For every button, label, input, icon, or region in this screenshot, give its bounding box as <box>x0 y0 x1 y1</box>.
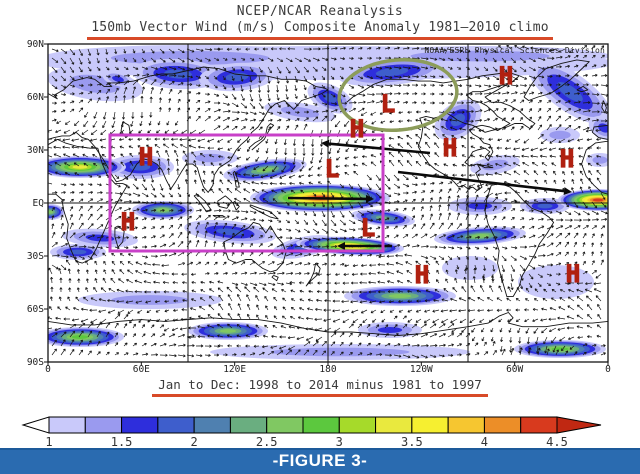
high-center-label: H <box>350 115 364 143</box>
colorbar-tick-label: 2 <box>191 435 198 449</box>
lon-tick-label: 0 <box>605 364 611 375</box>
lat-tick-label: EQ <box>32 198 44 209</box>
flow-arrow-head <box>321 139 330 148</box>
flow-arrow <box>287 196 367 201</box>
colorbar-cell <box>229 416 268 434</box>
flow-arrow <box>397 170 565 193</box>
lat-tick-label: 30S <box>26 251 44 262</box>
low-center-label: L <box>361 214 375 242</box>
low-center-label: L <box>381 90 395 118</box>
lon-tick-label: 60W <box>506 364 524 375</box>
colorbar-tick-label: 3.5 <box>401 435 423 449</box>
period-caption-text: Jan to Dec: 1998 to 2014 minus 1981 to 1… <box>152 377 488 397</box>
period-caption: Jan to Dec: 1998 to 2014 minus 1981 to 1… <box>0 377 640 397</box>
figure-banner-label: -FIGURE 3- <box>272 451 368 470</box>
colorbar-cell <box>157 416 195 434</box>
colorbar-cell <box>447 416 485 434</box>
high-center-label: H <box>499 62 513 90</box>
lon-tick-label: 120E <box>223 364 247 375</box>
colorbar-cell <box>121 416 159 434</box>
colorbar-tick-label: 1 <box>45 435 52 449</box>
colorbar-cell <box>84 416 123 434</box>
colorbar-cell <box>302 416 340 434</box>
chart-subtitle-text: 150mb Vector Wind (m/s) Composite Anomal… <box>87 20 553 40</box>
colorbar-tick-label: 3 <box>336 435 343 449</box>
noaa-credit-label: NOAA/ESRL Physical Sciences Division <box>424 46 605 55</box>
chart-title: NCEP/NCAR Reanalysis <box>236 4 404 19</box>
lon-tick-label: 0 <box>45 364 51 375</box>
lon-tick-label: 60E <box>132 364 150 375</box>
lat-tick-label: 90S <box>26 357 44 368</box>
colorbar-tick-label: 4 <box>481 435 488 449</box>
colorbar: 1 1.5 2 2.5 3 3.5 4 4.5 <box>21 416 602 449</box>
high-center-label: H <box>139 143 153 171</box>
colorbar-right-arrow <box>556 416 602 434</box>
colorbar-tick-label: 2.5 <box>256 435 278 449</box>
colorbar-cell <box>375 416 413 434</box>
lon-tick-label: 180 <box>319 364 337 375</box>
highlight-ellipse <box>337 58 459 132</box>
lat-tick-label: 90N <box>26 39 44 50</box>
flow-arrow-head <box>563 187 572 196</box>
high-center-label: H <box>566 260 580 288</box>
flow-arrow-head <box>337 242 345 250</box>
colorbar-cell <box>193 416 231 434</box>
lat-tick-label: 60S <box>26 304 44 315</box>
flow-arrow-head <box>365 194 374 203</box>
chart-subtitle: 150mb Vector Wind (m/s) Composite Anomal… <box>0 20 640 40</box>
colorbar-tick-label: 1.5 <box>111 435 133 449</box>
flow-arrow-layer <box>287 139 572 250</box>
colorbar-cell <box>520 416 558 434</box>
flow-arrow <box>328 142 431 155</box>
high-center-label: H <box>443 134 457 162</box>
high-center-label: H <box>560 145 574 173</box>
wind-vector-layer <box>48 44 608 359</box>
lat-tick-label: 30N <box>26 145 44 156</box>
colorbar-cell <box>48 416 86 434</box>
colorbar-cell <box>266 416 304 434</box>
colorbar-cell <box>411 416 449 434</box>
colorbar-left-arrow <box>21 416 50 434</box>
lon-tick-label: 120W <box>409 364 433 375</box>
map-frame <box>44 43 609 366</box>
highlight-box <box>108 133 385 253</box>
lat-tick-label: 60N <box>26 92 44 103</box>
colorbar-cell <box>483 416 522 434</box>
colorbar-tick-label: 4.5 <box>546 435 568 449</box>
low-center-label: L <box>325 155 339 183</box>
high-center-label: H <box>121 208 135 236</box>
colorbar-cell <box>338 416 377 434</box>
high-center-label: H <box>415 261 429 289</box>
figure-banner: -FIGURE 3- <box>0 448 640 474</box>
